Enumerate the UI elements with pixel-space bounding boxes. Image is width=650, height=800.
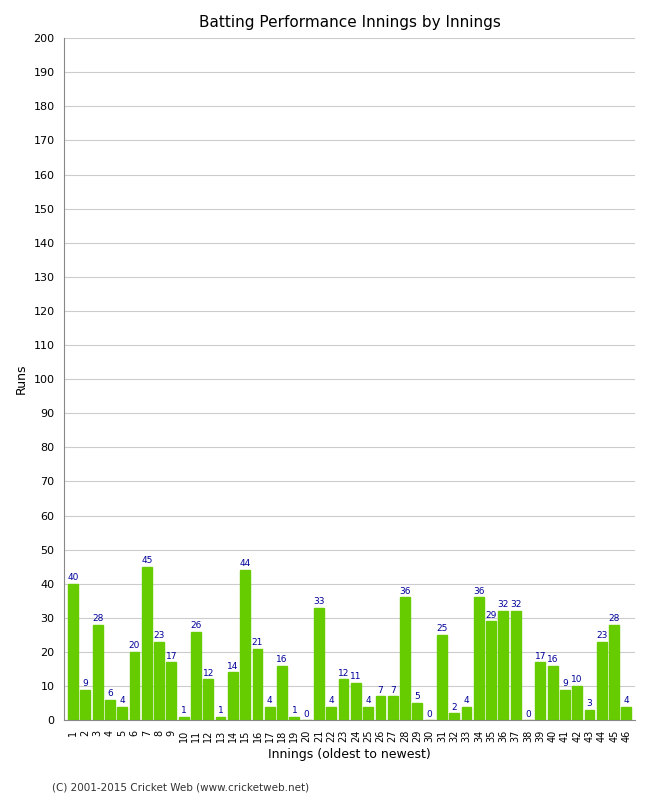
Bar (597, 642, 606, 720)
Bar (437, 635, 447, 720)
Text: 25: 25 (436, 624, 448, 634)
Bar (536, 662, 545, 720)
Text: 40: 40 (68, 573, 79, 582)
Text: 44: 44 (240, 559, 251, 569)
Bar (154, 642, 164, 720)
Text: 4: 4 (120, 696, 125, 705)
Bar (166, 662, 176, 720)
Text: 1: 1 (291, 706, 297, 715)
Text: 20: 20 (129, 642, 140, 650)
Text: 4: 4 (267, 696, 272, 705)
Text: 10: 10 (571, 675, 583, 685)
Text: 32: 32 (510, 600, 521, 610)
Text: 4: 4 (365, 696, 371, 705)
Text: 9: 9 (83, 679, 88, 688)
Text: 33: 33 (313, 597, 325, 606)
Text: 6: 6 (107, 689, 113, 698)
Text: 3: 3 (586, 699, 592, 708)
Text: 4: 4 (328, 696, 334, 705)
Text: 12: 12 (203, 669, 214, 678)
X-axis label: Innings (oldest to newest): Innings (oldest to newest) (268, 748, 431, 761)
Text: 28: 28 (92, 614, 103, 623)
Bar (339, 679, 348, 720)
Bar (462, 706, 471, 720)
Bar (240, 570, 250, 720)
Bar (548, 666, 558, 720)
Text: (C) 2001-2015 Cricket Web (www.cricketweb.net): (C) 2001-2015 Cricket Web (www.cricketwe… (52, 782, 309, 792)
Text: 1: 1 (218, 706, 224, 715)
Bar (449, 714, 459, 720)
Y-axis label: Runs: Runs (15, 364, 28, 394)
Text: 21: 21 (252, 638, 263, 647)
Text: 17: 17 (166, 651, 177, 661)
Bar (191, 631, 201, 720)
Text: 0: 0 (427, 710, 432, 718)
Bar (81, 690, 90, 720)
Text: 32: 32 (498, 600, 509, 610)
Bar (314, 608, 324, 720)
Text: 7: 7 (390, 686, 396, 694)
Text: 0: 0 (525, 710, 531, 718)
Text: 23: 23 (596, 631, 608, 640)
Bar (572, 686, 582, 720)
Bar (388, 696, 398, 720)
Bar (216, 717, 226, 720)
Text: 4: 4 (623, 696, 629, 705)
Title: Batting Performance Innings by Innings: Batting Performance Innings by Innings (199, 15, 500, 30)
Bar (351, 682, 361, 720)
Bar (253, 649, 263, 720)
Bar (179, 717, 188, 720)
Bar (609, 625, 619, 720)
Bar (412, 703, 423, 720)
Bar (400, 598, 410, 720)
Text: 23: 23 (153, 631, 165, 640)
Text: 0: 0 (304, 710, 309, 718)
Text: 17: 17 (534, 651, 546, 661)
Bar (265, 706, 275, 720)
Bar (511, 611, 521, 720)
Bar (560, 690, 570, 720)
Bar (584, 710, 594, 720)
Bar (474, 598, 484, 720)
Text: 45: 45 (141, 556, 153, 565)
Bar (142, 566, 151, 720)
Text: 36: 36 (399, 586, 411, 596)
Bar (326, 706, 336, 720)
Bar (289, 717, 299, 720)
Bar (117, 706, 127, 720)
Text: 2: 2 (451, 702, 457, 712)
Text: 9: 9 (562, 679, 568, 688)
Bar (376, 696, 385, 720)
Text: 7: 7 (378, 686, 384, 694)
Text: 16: 16 (276, 655, 288, 664)
Bar (228, 673, 238, 720)
Bar (363, 706, 373, 720)
Bar (203, 679, 213, 720)
Text: 5: 5 (415, 693, 420, 702)
Text: 1: 1 (181, 706, 187, 715)
Text: 4: 4 (463, 696, 469, 705)
Bar (277, 666, 287, 720)
Bar (486, 622, 496, 720)
Bar (621, 706, 631, 720)
Bar (105, 700, 115, 720)
Text: 14: 14 (227, 662, 239, 670)
Text: 16: 16 (547, 655, 558, 664)
Text: 28: 28 (608, 614, 620, 623)
Text: 26: 26 (190, 621, 202, 630)
Bar (68, 584, 78, 720)
Text: 29: 29 (486, 610, 497, 620)
Text: 12: 12 (338, 669, 349, 678)
Bar (499, 611, 508, 720)
Text: 11: 11 (350, 672, 361, 681)
Text: 36: 36 (473, 586, 484, 596)
Bar (129, 652, 139, 720)
Bar (93, 625, 103, 720)
